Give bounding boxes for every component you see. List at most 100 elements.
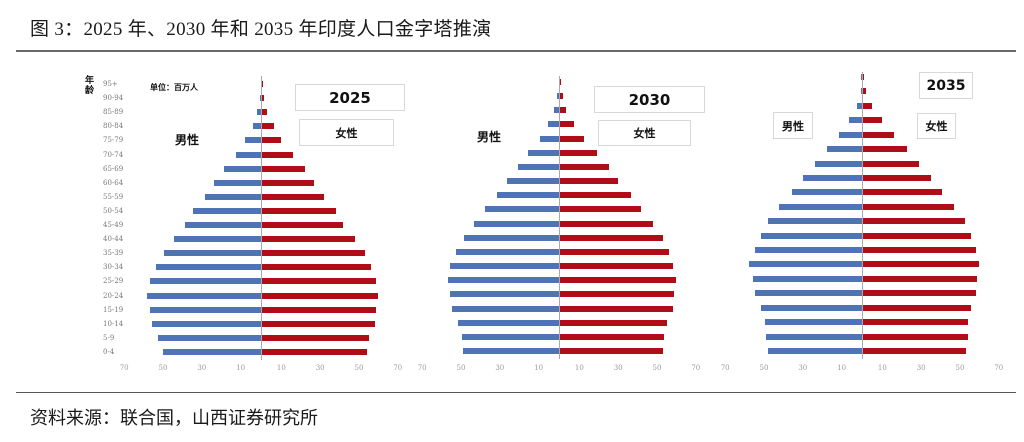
male-bar: [260, 81, 262, 87]
male-bar: [150, 278, 261, 285]
male-bar: [753, 275, 862, 282]
x-tick-label: 30: [197, 364, 207, 372]
male-bar: [554, 107, 559, 114]
male-bar: [473, 220, 559, 227]
x-tick-label: 10: [534, 364, 544, 372]
female-bar: [262, 222, 344, 229]
female-bar: [863, 174, 931, 181]
center-axis: [261, 76, 262, 360]
male-bar: [235, 151, 261, 158]
male-bar: [257, 109, 261, 116]
male-label-2025: 男性: [175, 133, 200, 147]
age-tick-label: 5-9: [103, 333, 115, 342]
male-bar: [450, 263, 559, 270]
age-tick-label: 85-89: [103, 108, 124, 117]
x-tick-label: 70: [393, 364, 403, 372]
female-bar: [863, 146, 907, 153]
female-bar: [560, 333, 664, 340]
male-bar: [463, 234, 559, 241]
male-bar: [767, 218, 862, 225]
age-tick-label: 0-4: [103, 348, 115, 356]
male-bar: [462, 348, 559, 354]
female-bar: [262, 95, 264, 102]
x-tick-label: 10: [837, 364, 847, 372]
center-axis: [862, 72, 863, 359]
source-note: 资料来源：联合国，山西证券研究所: [30, 408, 318, 429]
female-bar: [262, 193, 325, 200]
female-bar: [560, 93, 563, 100]
male-bar: [802, 174, 862, 181]
male-bar: [496, 192, 559, 199]
female-bar: [262, 165, 305, 172]
female-bar: [262, 123, 274, 130]
female-bar: [262, 264, 371, 271]
female-bar: [560, 206, 642, 213]
female-bar: [863, 348, 966, 354]
x-tick-label: 50: [759, 364, 769, 372]
male-bar: [193, 207, 261, 214]
x-tick-label: 50: [456, 364, 466, 372]
x-tick-label: 30: [495, 364, 505, 372]
x-tick-label: 50: [955, 364, 965, 372]
male-bar: [485, 206, 559, 213]
female-bar: [863, 203, 955, 210]
male-bar: [558, 79, 560, 85]
male-bar: [448, 277, 559, 284]
male-label-2035: 男性: [773, 112, 813, 139]
x-tick-label: 70: [119, 364, 129, 372]
male-bar: [857, 102, 862, 109]
x-tick-label: 10: [276, 364, 286, 372]
male-bar: [557, 93, 559, 100]
x-tick-label: 30: [916, 364, 926, 372]
female-label-2030: 女性: [598, 120, 691, 146]
male-bar: [792, 189, 862, 196]
male-bar: [778, 203, 862, 210]
x-tick-label: 10: [877, 364, 887, 372]
female-bar: [560, 305, 673, 312]
male-label-2030: 男性: [477, 130, 502, 144]
age-tick-label: 70-74: [103, 150, 124, 159]
male-bar: [827, 146, 862, 153]
female-bar: [262, 109, 267, 116]
x-tick-label: 70: [994, 364, 1004, 372]
x-tick-label: 70: [720, 364, 730, 372]
male-bar: [450, 291, 559, 298]
male-bar: [214, 179, 261, 186]
female-bar: [863, 290, 976, 297]
male-bar: [158, 334, 261, 341]
male-bar: [146, 292, 261, 299]
x-tick-label: 10: [236, 364, 246, 372]
female-bar: [863, 247, 976, 254]
center-axis: [559, 76, 560, 359]
age-tick-label: 75-79: [103, 136, 124, 145]
female-bar: [560, 135, 585, 142]
male-bar: [755, 247, 862, 254]
male-bar: [150, 306, 261, 313]
x-tick-label: 30: [613, 364, 623, 372]
female-bar: [262, 292, 379, 299]
male-bar: [518, 163, 559, 170]
female-bar: [863, 304, 971, 311]
age-tick-label: 45-49: [103, 221, 124, 230]
female-bar: [262, 236, 356, 243]
age-tick-label: 80-84: [103, 122, 124, 131]
female-bar: [262, 334, 369, 341]
male-bar: [163, 349, 261, 355]
male-bar: [224, 165, 261, 172]
male-bar: [458, 319, 559, 326]
female-bar: [560, 348, 663, 354]
unit-label: 单位：百万人: [150, 83, 198, 92]
female-bar: [560, 121, 574, 128]
age-tick-label: 50-54: [103, 206, 124, 215]
female-bar: [262, 207, 336, 214]
female-label-2025: 女性: [299, 119, 394, 146]
source-divider: [16, 392, 1016, 393]
male-bar: [755, 290, 862, 297]
male-bar: [749, 261, 862, 268]
age-tick-label: 15-19: [103, 305, 124, 314]
female-bar: [560, 234, 663, 241]
female-bar: [262, 320, 375, 327]
female-bar: [863, 131, 895, 138]
